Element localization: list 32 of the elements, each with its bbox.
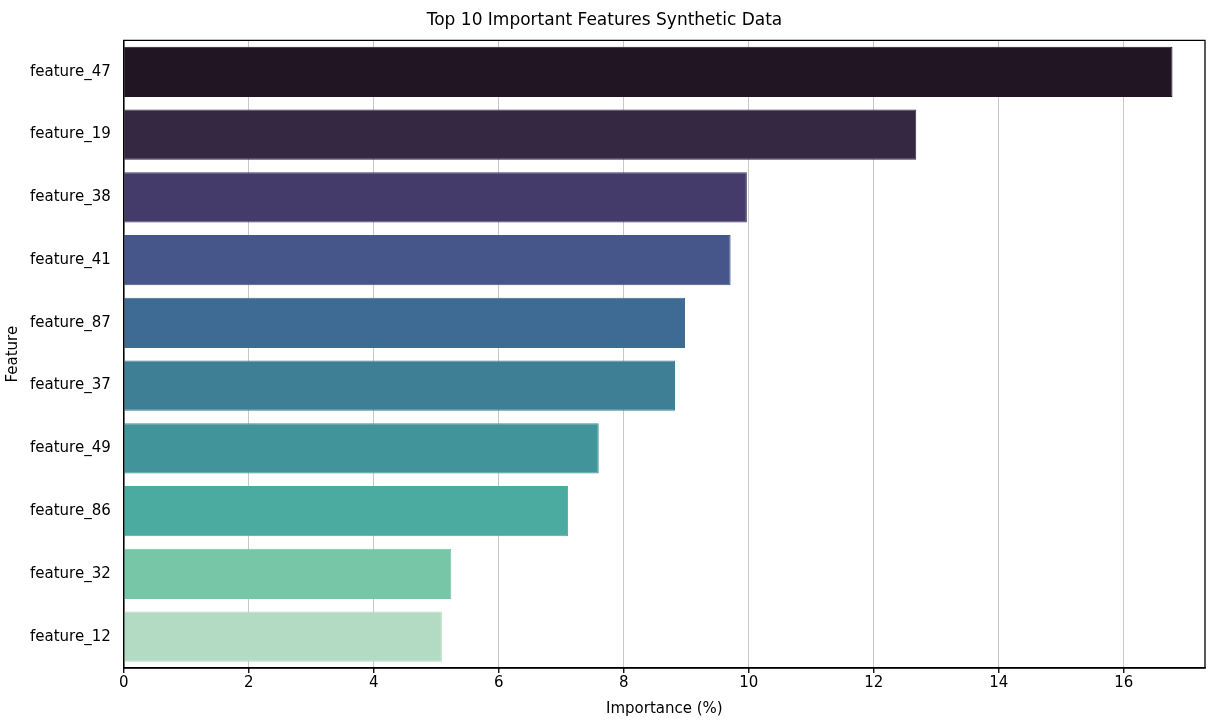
y-tick-label: feature_49 — [29, 438, 111, 458]
x-tick-label: 12 — [864, 672, 884, 691]
y-tick-label: feature_47 — [29, 61, 111, 81]
bar — [124, 548, 452, 599]
x-tick-label: 8 — [618, 672, 629, 691]
x-tick-label: 4 — [368, 672, 379, 691]
bar — [124, 360, 675, 411]
bar — [124, 234, 731, 286]
bar — [124, 611, 442, 662]
chart-title: Top 10 Important Features Synthetic Data — [425, 8, 783, 29]
y-axis-title: Feature — [2, 325, 21, 383]
y-tick-label: feature_32 — [29, 563, 111, 583]
x-tick-label: 14 — [989, 672, 1009, 691]
x-tick-label: 6 — [493, 672, 504, 691]
y-tick-label: feature_12 — [29, 626, 111, 646]
bar — [124, 109, 917, 160]
y-tick-label: feature_41 — [29, 249, 111, 269]
bar — [124, 423, 599, 474]
y-tick-label: feature_87 — [29, 312, 111, 332]
bar — [124, 46, 1173, 97]
x-axis-title: Importance (%) — [606, 698, 723, 717]
y-tick-label: feature_38 — [29, 187, 111, 207]
bar — [124, 297, 685, 348]
y-tick-label: feature_37 — [29, 375, 111, 395]
x-tick-label: 10 — [739, 672, 759, 691]
bar — [124, 172, 747, 223]
x-tick-label: 16 — [1114, 672, 1134, 691]
bar — [124, 486, 569, 537]
x-tick-label: 2 — [243, 672, 254, 691]
y-tick-label: feature_19 — [29, 124, 111, 144]
x-tick-label: 0 — [118, 672, 129, 691]
y-tick-label: feature_86 — [29, 500, 111, 520]
